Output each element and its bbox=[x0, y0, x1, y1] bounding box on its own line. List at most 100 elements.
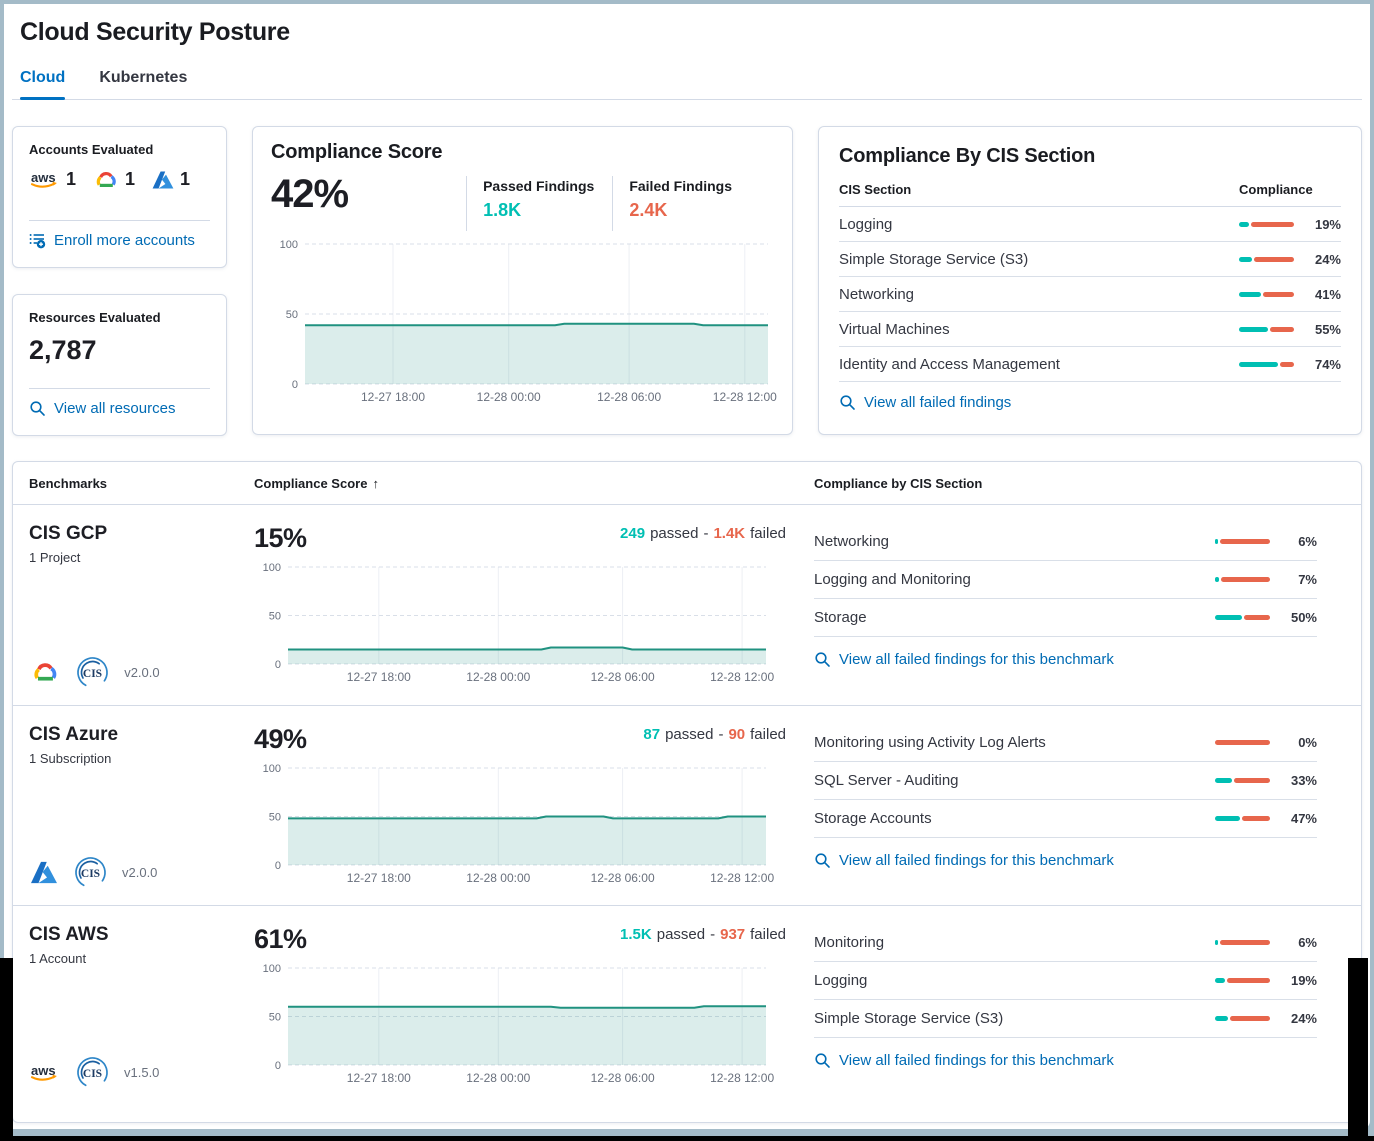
benchmark-row-cis-aws: CIS AWS 1 Account aws CIS v1.5.0 61 bbox=[13, 905, 1361, 1105]
table-row: Networking 6% bbox=[814, 523, 1317, 561]
compliance-pct: 24% bbox=[1314, 251, 1341, 267]
svg-text:12-28 06:00: 12-28 06:00 bbox=[591, 871, 655, 885]
svg-text:0: 0 bbox=[292, 379, 298, 391]
svg-text:50: 50 bbox=[269, 1012, 281, 1024]
table-row: Logging 19% bbox=[839, 207, 1341, 242]
compliance-bar bbox=[1215, 740, 1270, 745]
compliance-by-cis-column-header: Compliance by CIS Section bbox=[814, 476, 983, 491]
svg-text:0: 0 bbox=[275, 659, 281, 671]
compliance-bar bbox=[1239, 256, 1294, 262]
failed-count[interactable]: 937 bbox=[720, 926, 746, 943]
compliance-pct: 0% bbox=[1298, 735, 1317, 750]
benchmark-subtitle: 1 Account bbox=[29, 951, 87, 966]
cis-section-name: SQL Server - Auditing bbox=[814, 772, 959, 789]
resources-evaluated-card: Resources Evaluated 2,787 View all resou… bbox=[12, 294, 227, 436]
passed-findings-value[interactable]: 1.8K bbox=[483, 200, 522, 220]
compliance-bar bbox=[1215, 615, 1270, 620]
compliance-pct: 33% bbox=[1290, 773, 1317, 788]
resources-evaluated-title: Resources Evaluated bbox=[29, 310, 161, 325]
tab-bar: Cloud Kubernetes bbox=[12, 69, 1362, 100]
benchmarks-table-header: Benchmarks Compliance Score ↑ Compliance … bbox=[13, 462, 1361, 505]
cis-section-name: Simple Storage Service (S3) bbox=[839, 250, 1029, 268]
cis-table-header: CIS Section Compliance bbox=[839, 182, 1341, 207]
view-failed-findings-benchmark-link[interactable]: View all failed findings for this benchm… bbox=[814, 1052, 1114, 1069]
accounts-provider-counts: aws 1 1 1 bbox=[29, 169, 210, 190]
enroll-more-accounts-link[interactable]: Enroll more accounts bbox=[29, 232, 195, 249]
failed-count[interactable]: 1.4K bbox=[713, 525, 746, 542]
passed-count[interactable]: 1.5K bbox=[620, 926, 652, 943]
cis-section-card-title: Compliance By CIS Section bbox=[839, 145, 1096, 167]
screen-artifact bbox=[1348, 958, 1368, 1141]
table-row: Logging 19% bbox=[814, 962, 1317, 1000]
cis-gcp-trend-chart: 12-27 18:00 12-28 00:00 12-28 06:00 12-28 1… bbox=[263, 562, 775, 684]
cis-section-name: Storage bbox=[814, 609, 867, 626]
compliance-bar bbox=[1215, 1016, 1270, 1021]
passed-findings-label: Passed Findings bbox=[483, 178, 595, 194]
view-failed-findings-benchmark-link[interactable]: View all failed findings for this benchm… bbox=[814, 852, 1114, 869]
cis-aws-trend-chart: 12-27 18:00 12-28 00:00 12-28 06:00 12-28 1… bbox=[263, 963, 775, 1085]
passed-count[interactable]: 87 bbox=[643, 726, 661, 743]
failed-count[interactable]: 90 bbox=[728, 726, 746, 743]
cis-logo-icon: CIS bbox=[75, 857, 106, 888]
failed-findings-label: Failed Findings bbox=[629, 178, 732, 194]
svg-text:50: 50 bbox=[269, 812, 281, 824]
table-row: Virtual Machines 55% bbox=[839, 312, 1341, 347]
svg-text:12-28 06:00: 12-28 06:00 bbox=[591, 670, 655, 684]
azure-count: 1 bbox=[180, 169, 191, 189]
cis-logo-icon: CIS bbox=[77, 657, 109, 688]
svg-text:12-28 00:00: 12-28 00:00 bbox=[477, 390, 541, 404]
cis-section-name: Logging bbox=[839, 215, 893, 233]
compliance-pct: 47% bbox=[1290, 811, 1317, 826]
passed-count[interactable]: 249 bbox=[620, 525, 646, 542]
svg-text:CIS: CIS bbox=[81, 868, 100, 880]
view-all-failed-findings-link[interactable]: View all failed findings bbox=[839, 394, 1011, 411]
compliance-pct: 74% bbox=[1314, 356, 1341, 372]
compliance-score-title: Compliance Score bbox=[271, 141, 443, 163]
table-row: Storage Accounts 47% bbox=[814, 800, 1317, 838]
compliance-pct: 55% bbox=[1314, 321, 1341, 337]
cis-logo-icon: CIS bbox=[77, 1057, 108, 1088]
benchmark-name: CIS AWS bbox=[29, 924, 109, 945]
search-icon bbox=[815, 1053, 830, 1068]
tab-kubernetes[interactable]: Kubernetes bbox=[99, 69, 188, 86]
accounts-evaluated-card: Accounts Evaluated aws 1 1 bbox=[12, 126, 227, 268]
compliance-bar bbox=[1239, 326, 1294, 332]
compliance-bar bbox=[1215, 940, 1270, 945]
enroll-more-accounts-label: Enroll more accounts bbox=[54, 232, 195, 249]
compliance-pct: 7% bbox=[1298, 572, 1317, 587]
compliance-bar bbox=[1239, 291, 1294, 297]
passed-failed-summary: 249 passed - 1.4K failed bbox=[620, 525, 786, 542]
passed-findings-stat: Passed Findings 1.8K bbox=[466, 176, 612, 231]
failed-findings-stat: Failed Findings 2.4K bbox=[612, 176, 750, 231]
cis-section-name: Virtual Machines bbox=[839, 320, 950, 338]
gcp-icon bbox=[96, 171, 116, 187]
cis-section-name: Networking bbox=[814, 533, 890, 550]
table-row: Simple Storage Service (S3) 24% bbox=[839, 242, 1341, 277]
svg-text:12-28 00:00: 12-28 00:00 bbox=[466, 670, 530, 684]
view-failed-findings-benchmark-label: View all failed findings for this benchm… bbox=[839, 852, 1114, 869]
search-icon bbox=[815, 652, 830, 667]
svg-text:CIS: CIS bbox=[83, 668, 102, 680]
view-failed-findings-benchmark-label: View all failed findings for this benchm… bbox=[839, 1052, 1114, 1069]
view-all-resources-link[interactable]: View all resources bbox=[29, 400, 175, 417]
svg-text:12-28 06:00: 12-28 06:00 bbox=[597, 390, 661, 404]
svg-text:100: 100 bbox=[263, 963, 281, 975]
cis-section-name: Identity and Access Management bbox=[839, 355, 1060, 373]
azure-icon bbox=[31, 861, 57, 884]
aws-icon: aws bbox=[30, 170, 57, 188]
compliance-score-column-header[interactable]: Compliance Score ↑ bbox=[254, 476, 814, 491]
benchmark-name: CIS GCP bbox=[29, 523, 108, 544]
accounts-evaluated-title: Accounts Evaluated bbox=[29, 142, 154, 157]
benchmark-row-cis-gcp: CIS GCP 1 Project CIS v2.0.0 bbox=[13, 505, 1361, 705]
svg-text:aws: aws bbox=[31, 1063, 56, 1078]
svg-text:12-28 00:00: 12-28 00:00 bbox=[466, 1071, 530, 1085]
view-failed-findings-benchmark-label: View all failed findings for this benchm… bbox=[839, 651, 1114, 668]
cis-section-name: Networking bbox=[839, 285, 915, 303]
view-failed-findings-benchmark-link[interactable]: View all failed findings for this benchm… bbox=[814, 651, 1114, 668]
tab-cloud[interactable]: Cloud bbox=[20, 69, 66, 100]
failed-findings-value[interactable]: 2.4K bbox=[629, 200, 668, 220]
benchmarks-column-header: Benchmarks bbox=[29, 476, 108, 491]
svg-text:12-27 18:00: 12-27 18:00 bbox=[347, 670, 411, 684]
table-row: Networking 41% bbox=[839, 277, 1341, 312]
